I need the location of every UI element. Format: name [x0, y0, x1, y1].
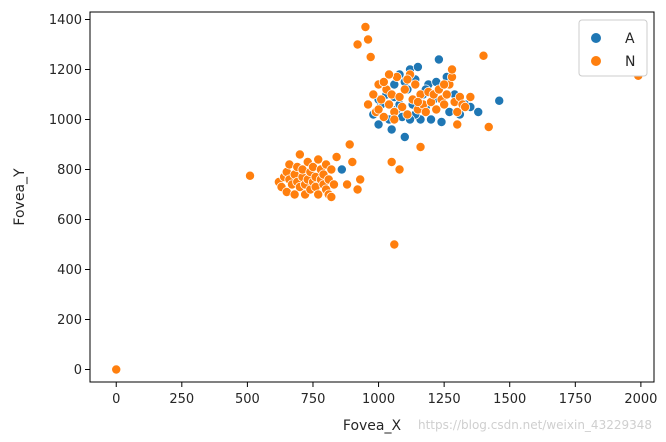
data-point-n: [397, 102, 408, 113]
data-point-n: [431, 104, 442, 115]
data-point-n: [452, 107, 463, 118]
legend-label-a: A: [625, 31, 635, 47]
legend-box: [578, 19, 648, 77]
y-axis-label: Fovea_Y: [12, 168, 28, 226]
data-point-n: [410, 79, 421, 90]
data-point-n: [294, 149, 305, 160]
data-point-a: [412, 62, 423, 73]
x-tick-label: 1250: [428, 392, 461, 407]
data-point-n: [389, 114, 400, 125]
data-point-n: [386, 156, 397, 167]
data-point-n: [465, 92, 476, 103]
data-point-n: [363, 34, 374, 45]
data-point-a: [386, 124, 397, 135]
x-tick-label: 750: [301, 392, 326, 407]
data-point-n: [326, 164, 337, 175]
series-a-points: [336, 54, 505, 175]
watermark: https://blog.csdn.net/weixin_43229348: [418, 418, 653, 432]
y-tick-label: 1400: [49, 13, 82, 28]
legend: A N: [578, 19, 648, 77]
x-tick-label: 500: [235, 392, 260, 407]
data-point-n: [412, 97, 423, 108]
data-point-n: [289, 189, 300, 200]
legend-marker-a: [591, 33, 601, 43]
data-point-n: [452, 119, 463, 130]
data-point-a: [399, 131, 410, 142]
data-point-n: [331, 151, 342, 162]
data-point-n: [328, 179, 339, 190]
data-point-n: [389, 239, 400, 250]
data-point-n: [447, 64, 458, 75]
data-point-n: [355, 174, 366, 185]
data-point-n: [420, 107, 431, 118]
x-axis: 0 250 500 750 1000 1250 1500 1750 2000: [112, 382, 657, 407]
data-point-n: [313, 154, 324, 165]
x-tick-label: 2000: [624, 392, 657, 407]
data-point-n: [378, 112, 389, 123]
data-point-a: [336, 164, 347, 175]
data-point-n: [441, 89, 452, 100]
data-point-n: [352, 184, 363, 195]
x-tick-label: 0: [112, 392, 120, 407]
data-point-n: [313, 189, 324, 200]
data-point-n: [342, 179, 353, 190]
data-point-a: [473, 107, 484, 118]
data-point-n: [245, 170, 256, 181]
y-tick-label: 400: [57, 263, 82, 278]
data-point-n: [360, 21, 371, 32]
data-point-n: [326, 191, 337, 202]
data-point-n: [344, 139, 355, 150]
data-point-n: [111, 364, 122, 375]
series-n-points: [111, 21, 644, 375]
data-point-n: [439, 99, 450, 110]
data-point-a: [373, 119, 384, 130]
data-point-n: [363, 99, 374, 110]
y-tick-label: 200: [57, 313, 82, 328]
y-tick-label: 1200: [49, 63, 82, 78]
data-point-a: [433, 54, 444, 65]
x-tick-label: 1000: [362, 392, 395, 407]
data-point-n: [384, 99, 395, 110]
data-point-a: [426, 114, 437, 125]
data-point-n: [373, 104, 384, 115]
y-tick-label: 1000: [49, 113, 82, 128]
data-point-n: [402, 74, 413, 85]
data-point-n: [402, 109, 413, 120]
data-point-n: [368, 89, 379, 100]
y-tick-label: 0: [74, 363, 82, 378]
x-tick-label: 1750: [559, 392, 592, 407]
data-point-n: [483, 122, 494, 133]
x-tick-label: 1500: [493, 392, 526, 407]
data-point-n: [365, 52, 376, 63]
data-point-n: [347, 156, 358, 167]
legend-label-n: N: [625, 54, 635, 70]
data-point-n: [478, 50, 489, 61]
data-point-n: [352, 39, 363, 50]
x-axis-label: Fovea_X: [343, 418, 402, 434]
data-point-a: [436, 117, 447, 128]
data-point-n: [460, 102, 471, 113]
data-point-a: [494, 95, 505, 106]
legend-marker-n: [591, 56, 601, 66]
plot-area: [89, 11, 655, 383]
data-point-n: [439, 79, 450, 90]
y-axis: 0 200 400 600 800 1000 1200 1400: [49, 13, 90, 378]
data-point-n: [376, 94, 387, 105]
data-point-n: [399, 84, 410, 95]
data-point-n: [384, 69, 395, 80]
data-point-n: [394, 164, 405, 175]
plot-frame: [89, 11, 655, 383]
y-tick-label: 800: [57, 163, 82, 178]
data-point-n: [378, 77, 389, 88]
y-tick-label: 600: [57, 213, 82, 228]
x-tick-label: 250: [169, 392, 194, 407]
data-point-n: [415, 141, 426, 152]
data-point-n: [394, 92, 405, 103]
